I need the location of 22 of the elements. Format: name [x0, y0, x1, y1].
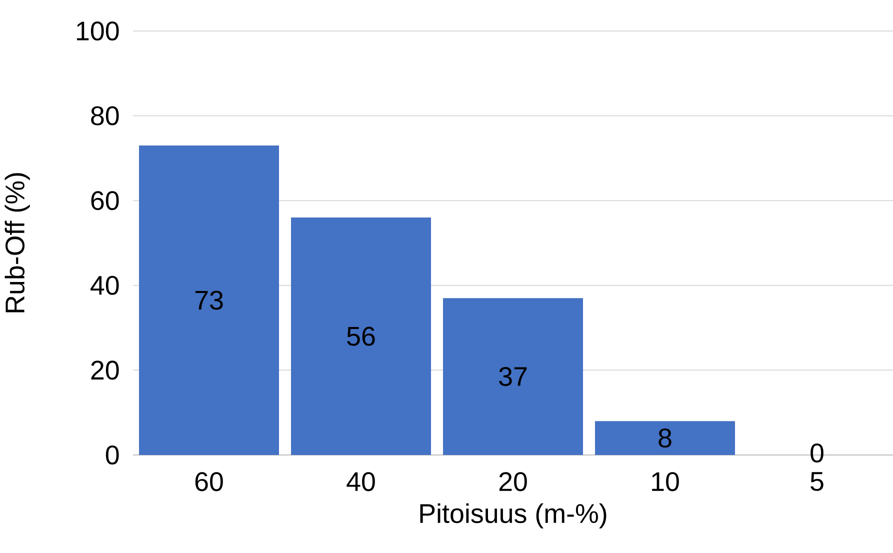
y-tick-label: 20 — [91, 360, 119, 380]
bar — [595, 421, 736, 455]
y-tick-label: 100 — [77, 21, 119, 41]
bar — [139, 145, 280, 455]
data-label: 56 — [347, 326, 375, 346]
data-label: 8 — [658, 428, 672, 448]
y-tick-label: 60 — [91, 191, 119, 210]
data-label: 73 — [195, 290, 223, 310]
bar — [291, 218, 432, 455]
y-tick-label: 40 — [90, 276, 119, 295]
x-axis-title: Pitoisuus (m-%) — [420, 503, 606, 528]
data-label: 37 — [499, 367, 527, 386]
y-tick-label: 0 — [106, 445, 119, 465]
x-tick-label: 20 — [499, 472, 527, 492]
y-axis-title: Rub-Off (%) — [4, 173, 30, 312]
y-tick-label: 80 — [91, 106, 119, 126]
data-label: 0 — [810, 443, 824, 463]
x-tick-label: 5 — [810, 472, 824, 491]
x-tick-label: 60 — [195, 472, 223, 492]
x-tick-label: 10 — [652, 472, 679, 492]
x-tick-label: 40 — [346, 472, 375, 492]
bar — [443, 298, 584, 455]
